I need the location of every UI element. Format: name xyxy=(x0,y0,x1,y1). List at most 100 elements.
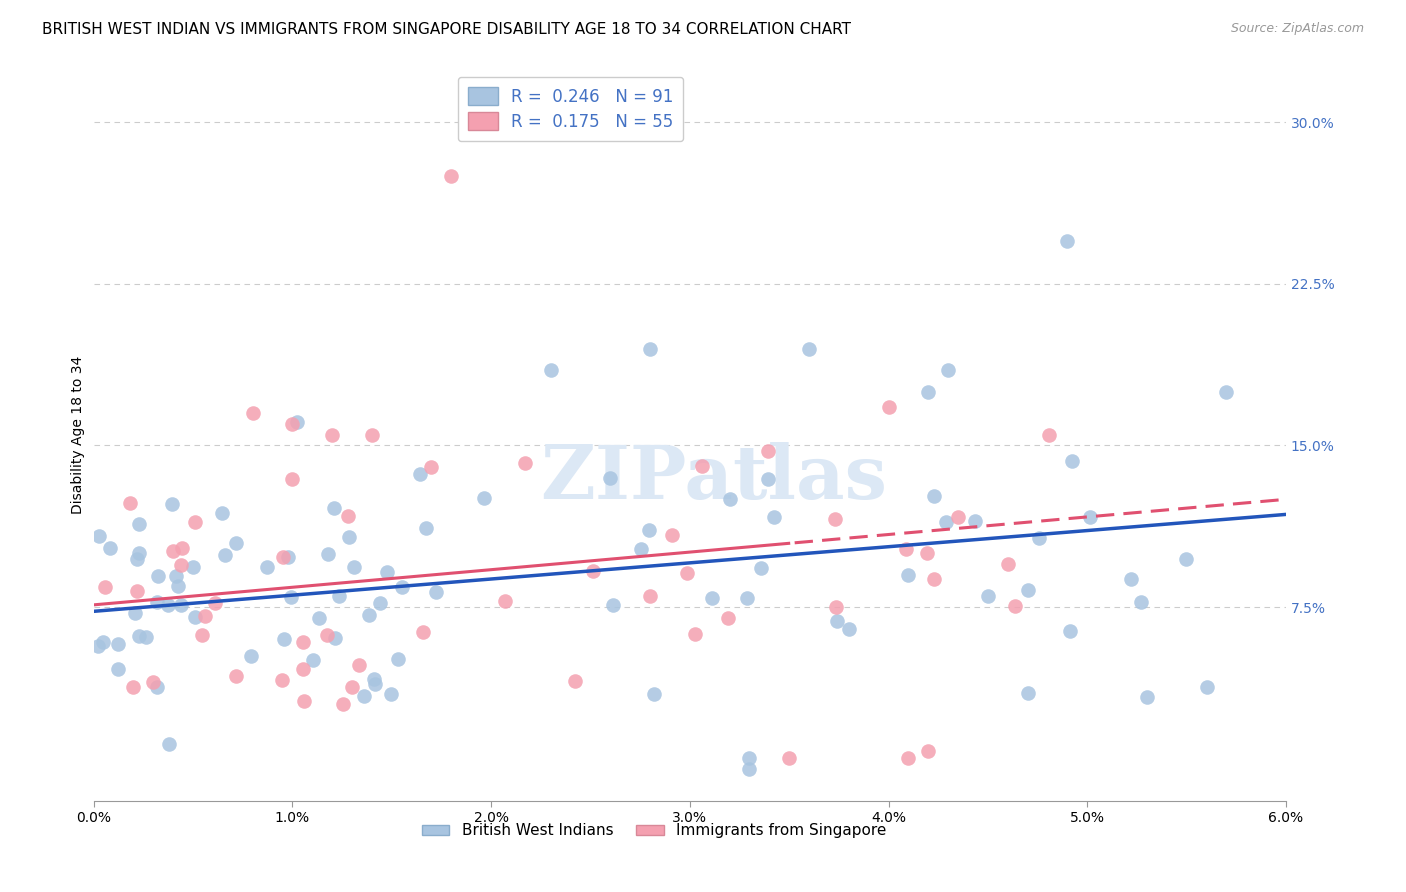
Point xyxy=(582,564,605,578)
Point xyxy=(292,634,315,648)
Text: BRITISH WEST INDIAN VS IMMIGRANTS FROM SINGAPORE DISABILITY AGE 18 TO 34 CORRELA: BRITISH WEST INDIAN VS IMMIGRANTS FROM S… xyxy=(42,22,851,37)
Point xyxy=(323,631,346,645)
Point xyxy=(717,610,740,624)
Point xyxy=(308,611,330,625)
Point xyxy=(239,648,262,663)
Point xyxy=(292,662,315,676)
Point xyxy=(1062,454,1084,468)
Point xyxy=(661,527,683,541)
Point xyxy=(148,569,170,583)
Point xyxy=(763,510,786,524)
Point xyxy=(357,607,380,622)
Point xyxy=(165,569,187,583)
Point xyxy=(162,497,184,511)
Point xyxy=(128,629,150,643)
Point xyxy=(702,591,724,606)
Point xyxy=(630,541,652,556)
Point xyxy=(1028,531,1050,545)
Point xyxy=(368,596,391,610)
Point xyxy=(935,515,957,529)
Point xyxy=(170,598,193,612)
Point xyxy=(380,687,402,701)
Point xyxy=(184,609,207,624)
Point xyxy=(387,651,409,665)
Point xyxy=(122,680,145,694)
Point xyxy=(824,599,846,614)
Text: ZIPatlas: ZIPatlas xyxy=(540,442,887,516)
Legend: British West Indians, Immigrants from Singapore: British West Indians, Immigrants from Si… xyxy=(416,817,893,845)
Point xyxy=(1059,624,1081,638)
Point xyxy=(323,500,346,515)
Point xyxy=(172,541,194,555)
Point xyxy=(146,680,169,694)
Point xyxy=(756,472,779,486)
Point xyxy=(94,580,117,594)
Point xyxy=(146,595,169,609)
Point xyxy=(827,614,849,628)
Point xyxy=(316,548,339,562)
Point xyxy=(347,658,370,673)
Point xyxy=(184,516,207,530)
Point xyxy=(225,536,247,550)
Point xyxy=(281,472,304,486)
Point xyxy=(948,509,970,524)
Point xyxy=(157,737,180,751)
Point xyxy=(963,514,986,528)
Point xyxy=(425,585,447,599)
Point xyxy=(1056,234,1078,248)
Point xyxy=(328,589,350,603)
Point xyxy=(735,591,758,605)
Point xyxy=(415,521,437,535)
Point xyxy=(360,427,382,442)
Point xyxy=(412,625,434,640)
Point xyxy=(271,550,294,565)
Point xyxy=(1038,427,1060,442)
Point xyxy=(1078,510,1101,524)
Point xyxy=(738,762,761,776)
Point xyxy=(285,415,308,429)
Point xyxy=(157,598,180,612)
Point xyxy=(128,546,150,560)
Point xyxy=(214,548,236,562)
Point xyxy=(277,549,299,564)
Point xyxy=(353,689,375,703)
Point xyxy=(1017,583,1039,598)
Point xyxy=(332,697,354,711)
Point xyxy=(513,456,536,470)
Point xyxy=(997,557,1019,571)
Point xyxy=(242,406,264,420)
Point xyxy=(683,627,706,641)
Point xyxy=(474,491,496,506)
Point xyxy=(643,687,665,701)
Point xyxy=(211,506,233,520)
Point xyxy=(599,471,621,485)
Point xyxy=(1004,599,1026,614)
Point xyxy=(756,444,779,458)
Point xyxy=(315,628,337,642)
Point xyxy=(540,363,562,377)
Point xyxy=(280,590,302,604)
Point xyxy=(915,546,938,560)
Point xyxy=(364,677,387,691)
Point xyxy=(922,489,945,503)
Point xyxy=(877,400,900,414)
Point xyxy=(107,662,129,676)
Point xyxy=(87,640,110,654)
Point xyxy=(363,672,385,686)
Point xyxy=(917,744,939,758)
Point xyxy=(824,512,846,526)
Point xyxy=(120,496,142,510)
Text: Source: ZipAtlas.com: Source: ZipAtlas.com xyxy=(1230,22,1364,36)
Point xyxy=(391,580,413,594)
Point xyxy=(256,560,278,574)
Point xyxy=(124,607,146,621)
Point xyxy=(337,530,360,544)
Point xyxy=(718,492,741,507)
Point xyxy=(292,694,315,708)
Point xyxy=(225,669,247,683)
Y-axis label: Disability Age 18 to 34: Disability Age 18 to 34 xyxy=(72,356,86,514)
Point xyxy=(142,675,165,690)
Point xyxy=(738,751,761,765)
Point xyxy=(602,599,624,613)
Point xyxy=(778,751,800,765)
